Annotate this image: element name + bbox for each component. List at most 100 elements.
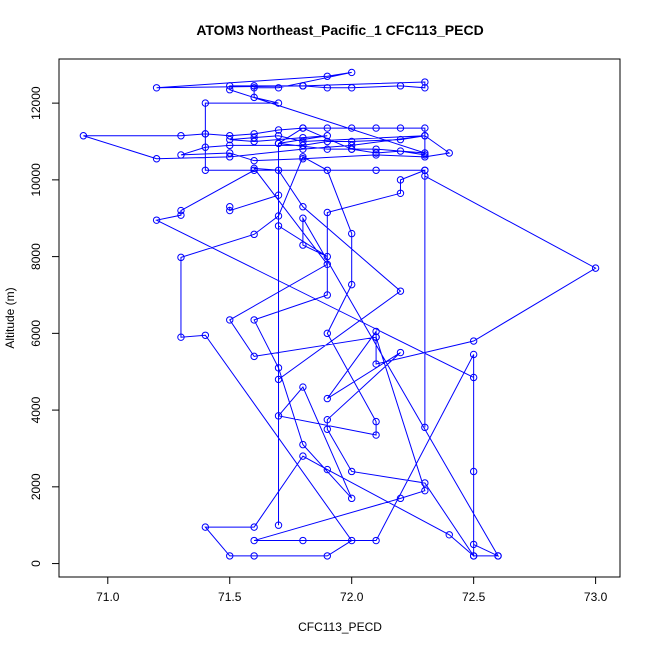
data-point: [274, 375, 283, 384]
y-axis-label: Altitude (m): [3, 287, 17, 348]
data-point: [152, 155, 161, 163]
data-point: [274, 222, 283, 230]
x-tick-label: 73.0: [584, 590, 608, 604]
data-point: [421, 132, 429, 140]
data-point: [323, 137, 331, 146]
data-point: [226, 149, 234, 157]
data-point: [274, 99, 283, 107]
data-point: [323, 425, 331, 433]
data-point: [421, 423, 429, 432]
data-point: [348, 137, 356, 146]
data-point: [299, 155, 307, 163]
data-point: [299, 203, 307, 211]
data-point: [396, 82, 405, 90]
data-point: [348, 141, 356, 150]
data-point: [591, 264, 600, 272]
data-point: [348, 68, 356, 77]
data-point: [274, 191, 283, 199]
data-point: [226, 316, 234, 324]
x-axis: 71.0 71.5 72.0 72.5 73.0: [96, 576, 608, 604]
data-point: [323, 552, 331, 560]
data-point: [323, 145, 331, 153]
data-point: [348, 124, 356, 132]
data-point: [445, 531, 453, 539]
data-point: [469, 540, 478, 549]
data-point: [372, 151, 380, 159]
data-point: [226, 132, 234, 140]
data-point: [226, 141, 234, 150]
data-point: [299, 141, 307, 150]
data-point: [469, 373, 478, 382]
data-point: [396, 135, 405, 144]
data-point: [250, 137, 258, 146]
data-point: [177, 151, 185, 159]
data-point: [421, 153, 429, 161]
data-point: [250, 156, 258, 165]
data-point: [226, 86, 234, 94]
data-point: [494, 552, 502, 560]
data-point: [226, 206, 234, 215]
data-point: [274, 212, 283, 220]
data-point: [323, 124, 331, 132]
plot-frame: [58, 58, 621, 578]
y-tick-label: 4000: [29, 396, 43, 423]
data-point: [323, 208, 331, 217]
data-point: [201, 143, 210, 151]
data-point: [396, 494, 405, 503]
data-point: [177, 253, 185, 262]
data-point: [421, 151, 429, 159]
data-point: [274, 126, 283, 134]
y-tick-label: 6000: [29, 320, 43, 347]
data-point: [421, 124, 429, 132]
data-point: [299, 214, 307, 222]
data-point: [372, 360, 380, 368]
data-point: [201, 523, 210, 531]
data-point: [396, 176, 405, 184]
data-point: [469, 337, 478, 345]
data-point: [323, 132, 331, 140]
data-point: [250, 93, 258, 102]
data-point: [396, 124, 405, 132]
data-point: [469, 552, 478, 560]
data-point: [201, 99, 210, 107]
data-point: [348, 145, 356, 153]
data-point: [250, 166, 258, 174]
data-point: [323, 415, 331, 424]
data-point: [177, 211, 185, 219]
data-point: [250, 536, 258, 545]
data-point: [421, 84, 429, 92]
x-tick-label: 72.0: [340, 590, 364, 604]
data-point: [372, 333, 380, 341]
data-point: [348, 84, 356, 92]
data-point: [274, 412, 283, 420]
data-point: [299, 440, 307, 449]
data-point: [250, 316, 258, 324]
y-tick-label: 2000: [29, 473, 43, 500]
data-point: [152, 216, 161, 224]
y-axis: 0 2000 4000 6000 8000 10000 12000: [29, 86, 60, 567]
data-point: [348, 536, 356, 545]
data-point: [323, 252, 331, 261]
y-tick-label: 12000: [29, 86, 43, 120]
data-point: [348, 494, 356, 503]
data-point: [421, 166, 429, 174]
data-point: [177, 132, 185, 140]
data-point: [323, 291, 331, 299]
data-point: [323, 329, 331, 338]
data-point: [421, 78, 429, 86]
data-point: [323, 166, 331, 174]
data-point: [177, 206, 185, 215]
data-point: [396, 189, 405, 198]
data-point: [323, 260, 331, 268]
data-point: [421, 486, 429, 495]
data-point: [299, 137, 307, 146]
chart-title: ATOM3 Northeast_Pacific_1 CFC113_PECD: [196, 22, 483, 38]
data-point: [421, 149, 429, 157]
data-point: [250, 133, 258, 142]
data-point: [396, 348, 405, 357]
x-tick-label: 71.5: [218, 590, 242, 604]
data-point: [250, 82, 258, 90]
y-tick-label: 8000: [29, 243, 43, 270]
data-point: [372, 166, 380, 174]
data-point: [372, 145, 380, 153]
